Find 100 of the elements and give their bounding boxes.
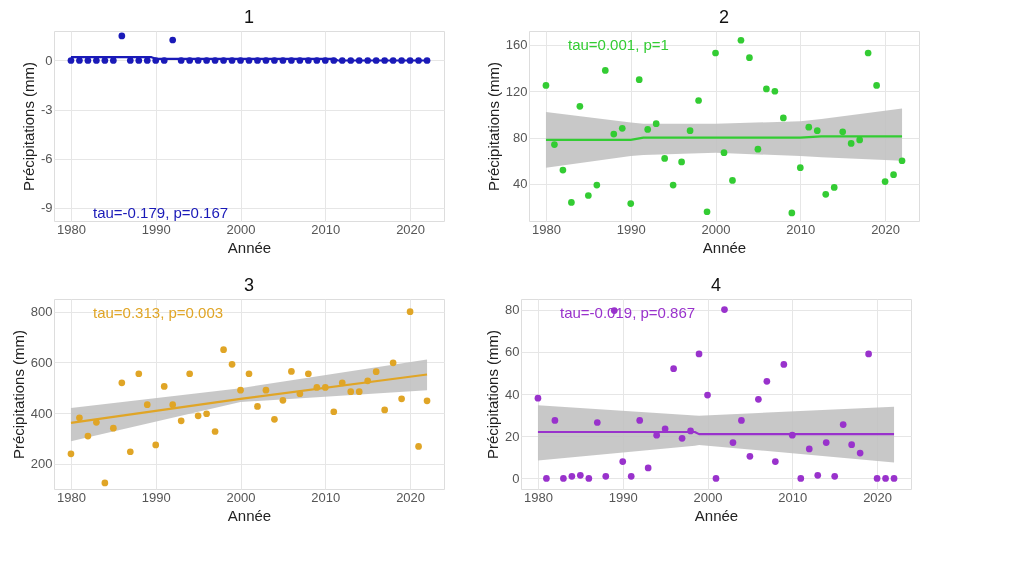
chart-title: 4 bbox=[710, 275, 722, 295]
point bbox=[67, 57, 75, 64]
y-tick-label: 0 bbox=[45, 52, 53, 68]
point bbox=[84, 432, 92, 440]
point bbox=[729, 177, 736, 184]
point bbox=[822, 439, 830, 446]
y-axis-title: Précipitations (mm) bbox=[484, 329, 502, 460]
point bbox=[143, 57, 151, 64]
point bbox=[763, 85, 770, 93]
point bbox=[237, 386, 244, 394]
x-tick-label: 1990 bbox=[141, 221, 171, 237]
point bbox=[160, 57, 168, 64]
point bbox=[406, 57, 414, 64]
point bbox=[746, 54, 753, 61]
point bbox=[109, 424, 117, 432]
point bbox=[330, 408, 338, 416]
point bbox=[262, 386, 270, 394]
point bbox=[720, 149, 728, 156]
point bbox=[118, 32, 126, 40]
point bbox=[619, 458, 627, 465]
point bbox=[830, 184, 838, 191]
y-tick-label: 80 bbox=[513, 130, 528, 146]
point bbox=[76, 57, 83, 64]
y-tick-label: 20 bbox=[505, 428, 520, 444]
x-axis-title: Année bbox=[694, 506, 739, 524]
point bbox=[389, 359, 397, 367]
point bbox=[635, 76, 643, 84]
point bbox=[135, 57, 143, 64]
point bbox=[288, 368, 295, 375]
point bbox=[584, 192, 592, 199]
point bbox=[126, 448, 134, 456]
point bbox=[618, 124, 626, 132]
point bbox=[381, 406, 389, 414]
point bbox=[126, 57, 134, 64]
point bbox=[118, 379, 126, 387]
y-tick-label: 0 bbox=[512, 470, 520, 486]
point bbox=[398, 395, 405, 403]
point bbox=[389, 57, 397, 64]
point bbox=[865, 350, 872, 358]
point bbox=[364, 57, 372, 64]
point bbox=[627, 472, 635, 480]
point bbox=[254, 57, 261, 64]
x-axis-title: Année bbox=[227, 506, 272, 524]
point bbox=[347, 388, 355, 396]
point bbox=[101, 57, 109, 64]
point bbox=[101, 479, 109, 487]
point bbox=[211, 428, 219, 435]
point bbox=[847, 140, 855, 147]
point bbox=[593, 419, 601, 426]
point bbox=[109, 57, 117, 64]
point bbox=[169, 36, 177, 44]
point bbox=[813, 127, 821, 134]
point bbox=[627, 200, 635, 207]
point bbox=[576, 102, 584, 110]
point bbox=[76, 414, 83, 422]
point bbox=[755, 395, 762, 403]
annotation: tau=0.001, p=1 bbox=[568, 36, 669, 53]
point bbox=[271, 415, 278, 423]
y-axis-title: Précipitations (mm) bbox=[9, 329, 27, 460]
point bbox=[304, 370, 312, 378]
point bbox=[93, 419, 100, 426]
point bbox=[856, 136, 864, 144]
point bbox=[779, 114, 787, 122]
y-tick-label: -6 bbox=[40, 151, 53, 167]
point bbox=[576, 471, 584, 479]
y-tick-label: 40 bbox=[505, 386, 520, 402]
point bbox=[712, 49, 719, 57]
point bbox=[254, 403, 261, 410]
point bbox=[644, 126, 652, 133]
point bbox=[186, 370, 194, 378]
point bbox=[788, 209, 796, 217]
point bbox=[415, 443, 422, 450]
y-tick-label: 400 bbox=[30, 405, 53, 421]
x-tick-label: 2020 bbox=[396, 221, 426, 237]
x-tick-label: 2010 bbox=[311, 489, 341, 505]
x-tick-label: 1990 bbox=[141, 489, 171, 505]
point bbox=[687, 427, 694, 435]
y-axis-title: Précipitations (mm) bbox=[19, 61, 37, 192]
x-tick-label: 1980 bbox=[532, 221, 561, 237]
point bbox=[652, 120, 660, 128]
x-tick-label: 2000 bbox=[226, 489, 256, 505]
point bbox=[245, 57, 253, 64]
point bbox=[406, 308, 414, 316]
point bbox=[814, 471, 822, 479]
x-tick-label: 2000 bbox=[701, 221, 731, 237]
point bbox=[704, 391, 711, 399]
point bbox=[856, 449, 864, 457]
point bbox=[203, 410, 210, 418]
point bbox=[839, 421, 847, 428]
point bbox=[839, 128, 847, 136]
point bbox=[398, 57, 405, 64]
point bbox=[347, 57, 355, 64]
annotation: tau=-0.179, p=0.167 bbox=[93, 204, 229, 221]
x-tick-label: 1990 bbox=[608, 489, 638, 505]
point bbox=[831, 472, 839, 480]
point bbox=[542, 82, 550, 89]
point bbox=[355, 388, 363, 396]
point bbox=[822, 191, 830, 198]
y-tick-label: 80 bbox=[505, 302, 520, 318]
point bbox=[890, 475, 898, 482]
